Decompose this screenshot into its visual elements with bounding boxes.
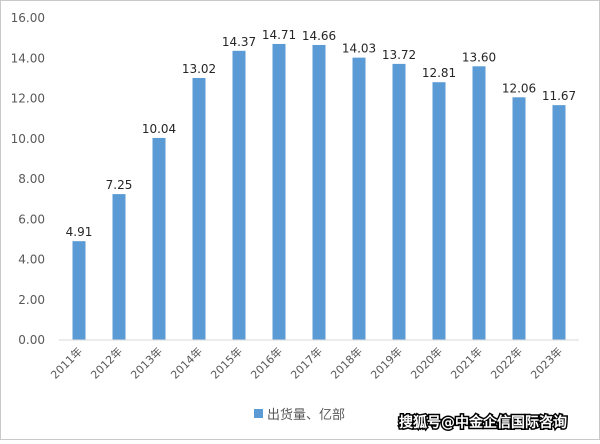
data-label: 13.60 <box>462 50 496 64</box>
x-tick-label: 2020年 <box>408 344 445 381</box>
x-tick-label: 2016年 <box>248 344 285 381</box>
bar <box>392 63 406 340</box>
y-tick-label: 4.00 <box>18 253 45 267</box>
data-label: 14.71 <box>262 28 296 42</box>
data-label: 14.37 <box>222 35 256 49</box>
legend: 出货量、亿部 <box>254 407 345 423</box>
bar <box>272 43 286 341</box>
watermark-text: 搜狐号@中金企信国际咨询 <box>399 414 567 431</box>
data-label: 12.81 <box>422 66 456 80</box>
data-label: 11.67 <box>542 89 576 103</box>
data-label: 13.72 <box>382 48 416 62</box>
bar <box>192 77 206 340</box>
x-tick-label: 2011年 <box>48 344 85 381</box>
x-tick-label: 2018年 <box>328 344 365 381</box>
y-tick-label: 16.00 <box>11 11 45 25</box>
y-tick-label: 2.00 <box>18 293 45 307</box>
y-tick-label: 0.00 <box>18 333 45 347</box>
data-label: 14.66 <box>302 29 336 43</box>
x-tick-label: 2015年 <box>208 344 245 381</box>
y-tick-label: 8.00 <box>18 172 45 186</box>
y-tick-label: 6.00 <box>18 212 45 226</box>
data-label: 4.91 <box>66 225 93 239</box>
data-label: 10.04 <box>142 122 176 136</box>
legend-label: 出货量、亿部 <box>267 407 345 423</box>
y-tick-label: 12.00 <box>11 92 45 106</box>
bar <box>552 105 566 340</box>
x-tick-label: 2017年 <box>288 344 325 381</box>
bar <box>472 66 486 341</box>
y-tick-label: 10.00 <box>11 132 45 146</box>
x-tick-label: 2022年 <box>488 344 525 381</box>
data-label: 14.03 <box>342 42 376 56</box>
bar <box>232 50 246 341</box>
watermark: 搜狐号@中金企信国际咨询 <box>398 413 569 433</box>
y-tick-label: 14.00 <box>11 51 45 65</box>
bar <box>512 97 526 340</box>
bars <box>72 43 566 341</box>
x-tick-label: 2013年 <box>128 344 165 381</box>
x-axis-ticks: 2011年 2012年 2013年 2014年 2015年 2016年 2017年 2018年… <box>48 344 565 381</box>
data-label: 13.02 <box>182 62 216 76</box>
x-tick-label: 2023年 <box>528 344 565 381</box>
data-label: 7.25 <box>106 178 133 192</box>
x-tick-label: 2014年 <box>168 344 205 381</box>
bar <box>152 137 166 340</box>
x-tick-label: 2021年 <box>448 344 485 381</box>
data-labels: 4.91 7.25 10.04 13.02 14.37 14.71 14.66 14.03 13… <box>66 28 577 239</box>
x-tick-label: 2019年 <box>368 344 405 381</box>
bar <box>432 82 446 340</box>
data-label: 12.06 <box>502 81 536 95</box>
bar <box>312 44 326 340</box>
bar <box>112 194 126 340</box>
y-axis-ticks: 0.00 2.00 4.00 6.00 8.00 10.00 12.00 14.00 16.00 <box>11 11 45 347</box>
legend-swatch <box>254 409 263 418</box>
x-tick-label: 2012年 <box>88 344 125 381</box>
bar <box>72 241 86 340</box>
bar <box>352 57 366 341</box>
